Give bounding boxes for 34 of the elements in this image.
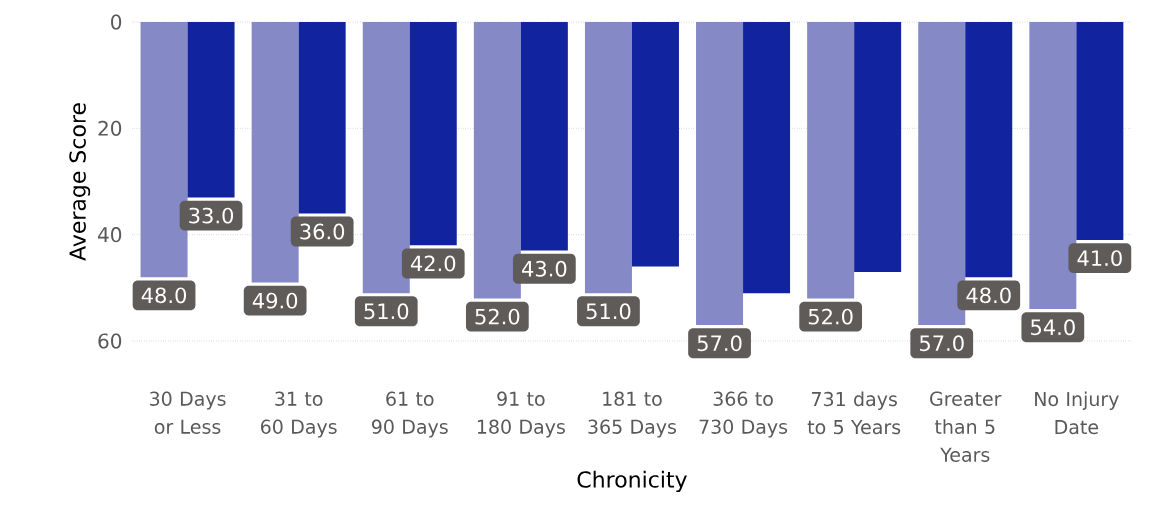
data-label: 54.0 [1031, 319, 1075, 336]
x-tick-label: 366 to 730 Days [699, 391, 788, 438]
x-tick-label: 30 Days or Less [150, 391, 226, 434]
y-tick-label: 40 [98, 227, 122, 243]
data-label: 51.0 [364, 303, 409, 320]
x-tick-label: 731 days to 5 Years [807, 391, 901, 435]
x-axis-title: Chronicity [577, 470, 687, 493]
data-label: 42.0 [410, 255, 456, 272]
bar [1076, 22, 1124, 240]
y-tick-label: 20 [98, 120, 122, 136]
x-tick-label: 61 to 90 Days [371, 391, 448, 438]
data-label: 52.0 [475, 308, 520, 325]
x-tick-label: 91 to 180 Days [477, 391, 565, 438]
data-label: 49.0 [252, 292, 298, 309]
data-label: 36.0 [300, 223, 345, 240]
y-axis-title: Average Score [69, 103, 91, 261]
data-label: 43.0 [521, 260, 567, 277]
bar [631, 22, 679, 267]
data-label: 33.0 [189, 207, 234, 224]
data-label: 48.0 [966, 287, 1011, 304]
data-label: 57.0 [919, 335, 964, 352]
bar [743, 22, 791, 294]
x-tick-label: 181 to 365 Days [588, 391, 677, 438]
y-tick-label: 0 [111, 14, 122, 30]
data-label: 41.0 [1077, 250, 1122, 267]
data-label: 52.0 [808, 308, 853, 325]
data-label: 57.0 [697, 335, 742, 352]
y-tick-label: 60 [98, 333, 122, 349]
x-tick-label: No Injury Date [1035, 391, 1119, 435]
x-tick-label: Greater than 5 Years [930, 391, 1002, 462]
data-label: 51.0 [586, 303, 631, 320]
bar [854, 22, 902, 272]
x-tick-label: 31 to 60 Days [261, 391, 337, 438]
data-label: 48.0 [141, 287, 187, 304]
